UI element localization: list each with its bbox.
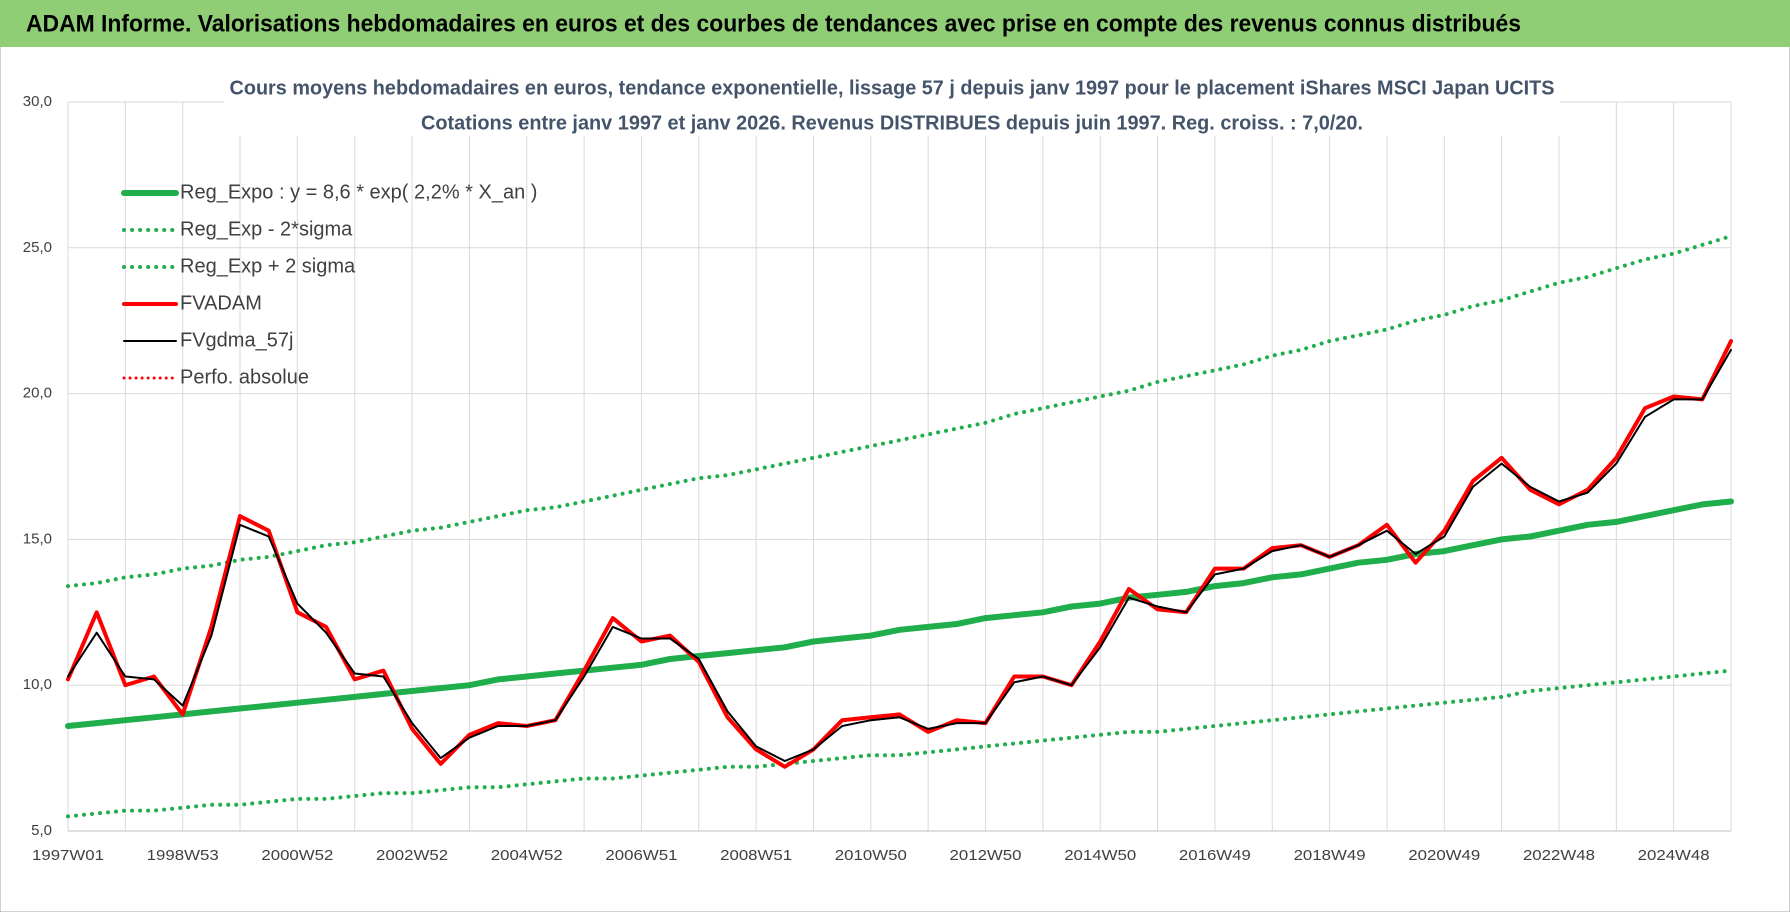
x-tick-label: 2020W49 <box>1408 847 1480 864</box>
series-line <box>67 348 1732 762</box>
legend-label: Reg_Exp - 2*sigma <box>180 218 353 240</box>
title-bg <box>224 74 1560 136</box>
x-tick-label: 2006W51 <box>605 847 677 864</box>
y-tick-label: 5,0 <box>31 822 52 839</box>
x-tick-label: 2022W48 <box>1523 847 1595 864</box>
x-tick-label: 2014W50 <box>1064 847 1136 864</box>
y-tick-label: 15,0 <box>23 530 52 547</box>
x-tick-label: 2016W49 <box>1179 847 1251 864</box>
chart-subtitle: Cotations entre janv 1997 et janv 2026. … <box>421 112 1363 134</box>
series-line <box>66 668 1733 819</box>
x-tick-label: 2018W49 <box>1294 847 1366 864</box>
x-tick-label: 1998W53 <box>147 847 219 864</box>
legend-label: Reg_Exp + 2 sigma <box>180 255 356 277</box>
x-tick-label: 1997W01 <box>32 847 104 864</box>
x-tick-label: 2012W50 <box>950 847 1022 864</box>
series-line <box>65 498 1734 729</box>
x-tick-label: 2000W52 <box>261 847 333 864</box>
series-line <box>66 234 1733 589</box>
chart-title: Cours moyens hebdomadaires en euros, ten… <box>230 77 1555 99</box>
x-tick-label: 2002W52 <box>376 847 448 864</box>
y-tick-label: 25,0 <box>23 239 52 256</box>
y-tick-label: 20,0 <box>23 385 52 402</box>
y-tick-label: 30,0 <box>23 93 52 110</box>
legend-label: FVADAM <box>180 292 262 314</box>
x-tick-label: 2010W50 <box>835 847 907 864</box>
header-bar <box>0 0 1790 47</box>
header-title: ADAM Informe. Valorisations hebdomadaire… <box>26 10 1521 37</box>
y-tick-label: 10,0 <box>23 676 52 693</box>
legend-label: FVgdma_57j <box>180 329 293 351</box>
x-tick-label: 2024W48 <box>1638 847 1710 864</box>
legend-label: Reg_Expo : y = 8,6 * exp( 2,2% * X_an ) <box>180 181 537 203</box>
series-line <box>66 339 1733 769</box>
legend-label: Perfo. absolue <box>180 366 309 388</box>
x-tick-label: 2008W51 <box>720 847 792 864</box>
x-tick-label: 2004W52 <box>491 847 563 864</box>
plot: 1997W01 1998W53 2000W52 2002W52 2004W52 2006W… <box>23 93 1734 864</box>
